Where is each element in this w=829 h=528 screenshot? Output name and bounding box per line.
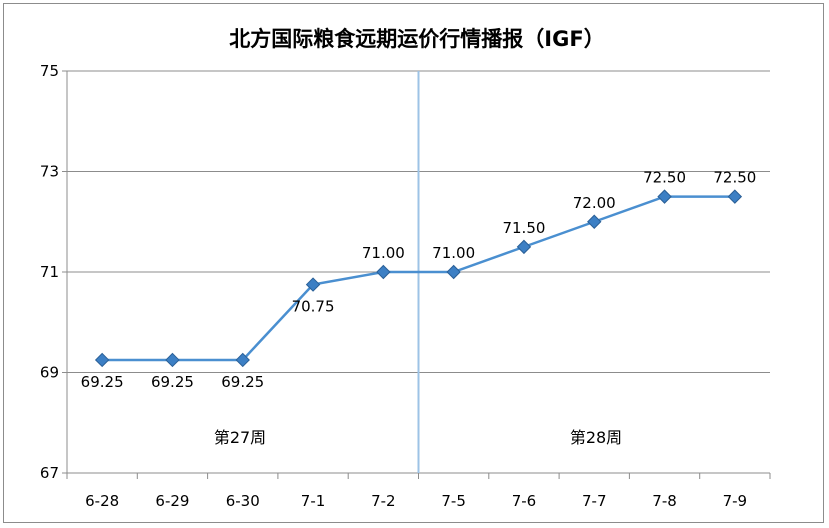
data-label: 72.50 [643,169,686,187]
data-label: 69.25 [221,373,264,391]
x-tick-label: 7-7 [582,492,607,510]
data-label: 72.50 [713,169,756,187]
x-tick-label: 7-5 [441,492,466,510]
data-point [305,277,321,292]
data-label: 72.00 [573,194,616,212]
series-line-path [102,195,735,362]
data-point [727,189,743,204]
y-tick-label: 71 [40,263,59,281]
data-label: 70.75 [292,298,335,316]
data-point [657,189,672,204]
data-point [516,239,532,255]
x-tick-label: 6-29 [155,492,189,510]
x-tick-label: 6-30 [226,492,260,510]
chart-frame: 北方国际粮食远期运价行情播报（IGF） 67 69 71 73 75 6-28 6-29 6… [3,3,824,523]
data-point [587,214,602,229]
x-tick-label: 7-9 [723,492,748,510]
data-label: 71.00 [362,244,405,262]
x-tick-labels: 6-28 6-29 6-30 7-1 7-2 7-5 7-6 7-7 7-8 7-9 [85,492,747,510]
data-point [165,352,180,368]
chart-title: 北方国际粮食远期运价行情播报（IGF） [229,27,604,51]
x-tick-label: 7-1 [301,492,326,510]
data-point [376,264,391,280]
week-label-28: 第28周 [570,428,622,447]
y-tick-label: 69 [40,364,59,382]
y-tick-label: 67 [40,464,59,482]
data-labels: 69.25 69.25 69.25 70.75 71.00 71.00 71.50 72.00… [81,169,757,391]
data-label: 71.50 [502,219,545,237]
y-tick-labels: 67 69 71 73 75 [40,62,59,482]
x-tick-label: 7-2 [371,492,396,510]
x-tick-label: 6-28 [85,492,119,510]
x-tick-label: 7-6 [512,492,537,510]
data-point [94,352,110,368]
data-label: 71.00 [432,244,475,262]
series-line [94,189,743,368]
data-point [235,352,250,368]
week-label-27: 第27周 [214,428,266,447]
x-tick-label: 7-8 [652,492,677,510]
data-point [446,264,461,280]
data-label: 69.25 [151,373,194,391]
y-tick-label: 73 [40,163,59,181]
data-label: 69.25 [81,373,124,391]
y-tick-label: 75 [40,62,59,80]
